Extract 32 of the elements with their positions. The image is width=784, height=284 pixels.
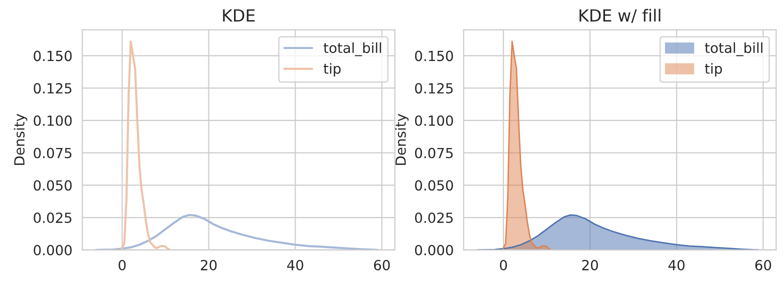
y-tick-label: 0.100 xyxy=(415,115,453,126)
x-tick-label: 60 xyxy=(374,260,390,270)
y-tick-label: 0.075 xyxy=(415,148,453,158)
y-axis-title: Density xyxy=(395,114,409,165)
legend-label: total_bill xyxy=(324,42,382,56)
x-tick-label: 40 xyxy=(287,260,304,270)
chart-title: KDE w/ fill xyxy=(580,8,660,24)
y-axis-title: Density xyxy=(14,114,28,165)
y-tick-label: 0.025 xyxy=(34,212,72,224)
line-series xyxy=(120,40,171,250)
x-tick-label: 20 xyxy=(582,260,598,270)
x-tick-label: 60 xyxy=(755,260,772,270)
legend-label: total_bill xyxy=(704,42,762,56)
line-series xyxy=(95,214,379,250)
y-tick-label: 0.125 xyxy=(34,83,72,94)
y-tick-label: 0.025 xyxy=(415,212,453,224)
legend-label: tip xyxy=(324,63,341,77)
y-tick-label: 0.000 xyxy=(34,244,72,256)
y-tick-label: 0.075 xyxy=(34,148,72,158)
y-tick-label: 0.150 xyxy=(415,50,453,62)
y-tick-label: 0.100 xyxy=(34,115,72,126)
x-tick-label: 0 xyxy=(500,260,507,270)
x-tick-label: 20 xyxy=(200,260,217,270)
y-tick-label: 0.050 xyxy=(415,180,453,191)
y-tick-label: 0.125 xyxy=(415,83,453,94)
y-tick-label: 0.150 xyxy=(34,50,72,62)
y-tick-label: 0.050 xyxy=(34,180,72,191)
x-tick-label: 0 xyxy=(118,260,126,270)
chart-title: KDE xyxy=(223,9,255,22)
y-tick-label: 0.000 xyxy=(415,244,453,256)
legend-label: tip xyxy=(704,63,722,77)
x-tick-label: 40 xyxy=(668,260,685,270)
